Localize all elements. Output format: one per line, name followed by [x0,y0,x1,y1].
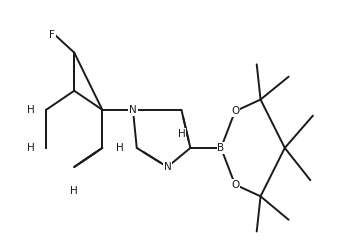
Text: H: H [27,105,35,115]
Text: H: H [178,129,185,139]
Text: H: H [27,143,35,153]
Text: H: H [70,186,78,196]
Text: O: O [231,180,239,190]
Text: H: H [116,143,124,153]
Text: B: B [217,143,225,153]
Text: H: H [118,143,125,153]
Text: O: O [231,106,239,116]
Text: F: F [49,30,55,40]
Text: N: N [164,162,171,172]
Text: N: N [129,105,137,115]
